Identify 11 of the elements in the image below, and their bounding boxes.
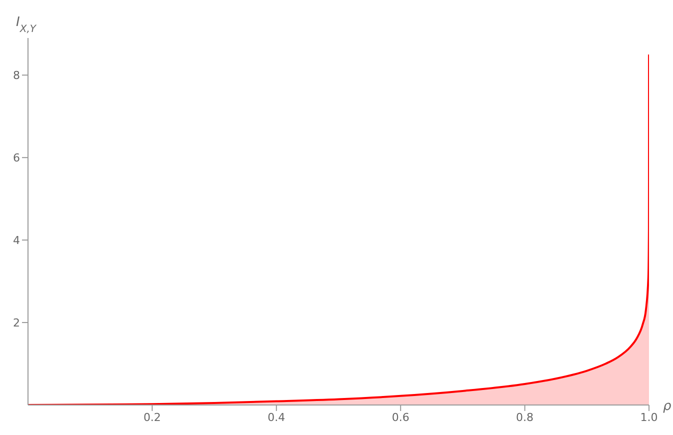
x-tick-label: 1.0: [640, 410, 658, 424]
y-axis-title: I$_{X,Y}$: [16, 15, 37, 34]
x-tick-label: 0.6: [392, 410, 410, 424]
y-tick-label: 8: [13, 69, 20, 82]
x-axis-title: ρ: [663, 399, 672, 414]
x-tick-label: 0.8: [516, 410, 534, 424]
y-tick-label: 2: [13, 316, 20, 330]
x-tick-label: 0.2: [143, 410, 161, 424]
y-tick-label: 6: [13, 151, 20, 164]
x-tick-label: 0.4: [268, 410, 286, 424]
y-tick-label: 4: [13, 234, 20, 247]
